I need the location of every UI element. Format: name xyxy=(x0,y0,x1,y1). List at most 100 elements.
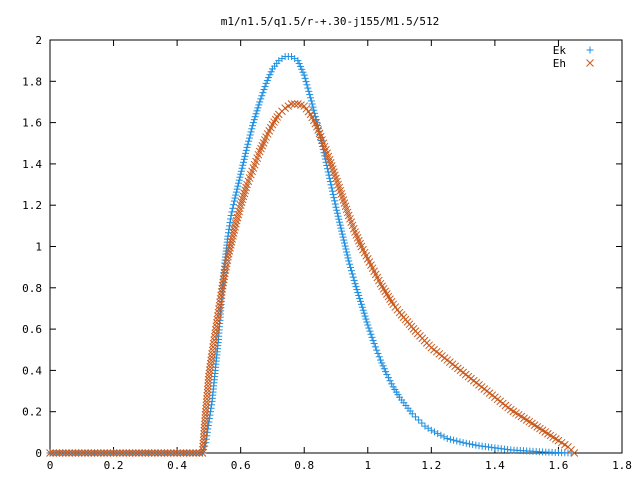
interpolated-point-ek xyxy=(375,353,383,361)
interpolated-point-ek xyxy=(248,125,256,133)
interpolated-point-ek xyxy=(369,336,377,344)
interpolated-point-ek xyxy=(371,343,379,351)
interpolated-point-eh xyxy=(135,449,143,457)
interpolated-point-ek xyxy=(462,439,470,447)
interpolated-point-eh xyxy=(112,449,121,457)
interpolated-point-ek xyxy=(472,441,480,449)
data-point-ek xyxy=(415,416,423,424)
interpolated-point-eh xyxy=(259,138,268,147)
interpolated-point-eh xyxy=(200,426,209,435)
data-point-ek xyxy=(408,410,416,418)
interpolated-point-ek xyxy=(354,289,362,297)
interpolated-point-ek xyxy=(265,74,273,82)
interpolated-point-ek xyxy=(235,176,243,184)
interpolated-point-eh xyxy=(119,449,127,457)
y-tick-label: 0.4 xyxy=(22,364,42,377)
interpolated-point-ek xyxy=(255,101,263,109)
y-tick-label: 1.6 xyxy=(22,117,42,130)
interpolated-point-eh xyxy=(144,449,153,457)
interpolated-point-ek xyxy=(340,236,348,244)
interpolated-point-ek xyxy=(250,116,258,124)
interpolated-point-eh xyxy=(202,401,211,410)
interpolated-point-ek xyxy=(299,68,307,76)
interpolated-point-ek xyxy=(227,215,235,223)
interpolated-point-ek xyxy=(440,433,448,441)
interpolated-point-ek xyxy=(330,194,338,202)
interpolated-point-eh xyxy=(258,141,267,150)
interpolated-point-ek xyxy=(232,188,240,196)
interpolated-point-ek xyxy=(239,161,247,169)
data-point-ek xyxy=(294,57,302,65)
plot-frame xyxy=(49,39,623,454)
data-point-eh xyxy=(287,100,296,108)
interpolated-point-eh xyxy=(154,449,162,457)
interpolated-point-ek xyxy=(349,273,357,281)
interpolated-point-eh xyxy=(239,192,248,201)
interpolated-point-eh xyxy=(233,213,242,222)
interpolated-point-ek xyxy=(301,74,309,82)
interpolated-point-eh xyxy=(74,449,83,457)
interpolated-point-eh xyxy=(103,449,112,457)
data-point-ek xyxy=(256,98,264,106)
data-point-ek xyxy=(459,439,467,447)
interpolated-point-eh xyxy=(207,356,216,365)
interpolated-point-eh xyxy=(176,449,185,457)
interpolated-point-eh xyxy=(166,449,175,457)
interpolated-point-eh xyxy=(226,244,234,252)
interpolated-point-ek xyxy=(331,200,339,208)
interpolated-point-ek xyxy=(228,208,236,216)
data-point-eh xyxy=(198,449,207,457)
data-point-eh xyxy=(205,372,213,381)
axis-ticks: 0 0.2 0.4 0.6 0.8 1 1.2 1.4 1.6 1.8 0 0.2 0.4 0.6 0.8 1… xyxy=(22,34,632,472)
data-point-eh xyxy=(109,449,118,457)
interpolated-point-ek xyxy=(224,229,232,237)
interpolated-point-ek xyxy=(310,106,318,114)
interpolated-point-ek xyxy=(353,286,361,294)
data-point-ek xyxy=(370,340,378,348)
interpolated-point-eh xyxy=(96,449,105,457)
interpolated-point-ek xyxy=(233,185,241,193)
interpolated-point-ek xyxy=(259,89,267,97)
x-tick-label: 1 xyxy=(364,459,371,472)
interpolated-point-ek xyxy=(308,100,316,108)
interpolated-point-eh xyxy=(200,430,208,438)
interpolated-point-eh xyxy=(240,189,249,198)
interpolated-point-eh xyxy=(93,449,102,457)
interpolated-point-eh xyxy=(128,449,137,457)
interpolated-point-ek xyxy=(251,113,259,121)
interpolated-point-ek xyxy=(309,103,317,111)
y-tick-label: 0 xyxy=(35,447,42,460)
data-point-eh xyxy=(570,449,579,457)
interpolated-point-ek xyxy=(363,318,371,326)
interpolated-point-ek xyxy=(307,97,315,105)
interpolated-point-eh xyxy=(122,449,131,457)
interpolated-point-eh xyxy=(234,210,243,219)
interpolated-point-ek xyxy=(339,233,347,241)
interpolated-point-eh xyxy=(163,449,172,457)
interpolated-point-ek xyxy=(367,330,375,338)
interpolated-point-ek xyxy=(257,95,265,103)
interpolated-point-eh xyxy=(160,449,169,457)
x-tick-label: 1.4 xyxy=(485,459,505,472)
interpolated-point-ek xyxy=(337,224,345,232)
data-point-ek xyxy=(443,435,451,443)
data-point-ek xyxy=(307,94,315,102)
interpolated-point-eh xyxy=(232,216,241,225)
interpolated-point-ek xyxy=(237,167,245,175)
interpolated-point-eh xyxy=(84,449,92,457)
interpolated-point-eh xyxy=(198,445,207,454)
x-tick-label: 0.8 xyxy=(294,459,314,472)
interpolated-point-eh xyxy=(151,449,159,457)
x-tick-label: 0.4 xyxy=(167,459,187,472)
interpolated-point-eh xyxy=(222,259,231,268)
y-tick-label: 2 xyxy=(35,34,42,47)
interpolated-point-eh xyxy=(205,369,214,378)
interpolated-point-ek xyxy=(245,137,253,145)
interpolated-point-ek xyxy=(343,248,351,256)
interpolated-point-eh xyxy=(219,275,228,284)
interpolated-point-eh xyxy=(203,391,212,400)
interpolated-point-eh xyxy=(229,232,237,240)
interpolated-point-eh xyxy=(179,449,188,457)
